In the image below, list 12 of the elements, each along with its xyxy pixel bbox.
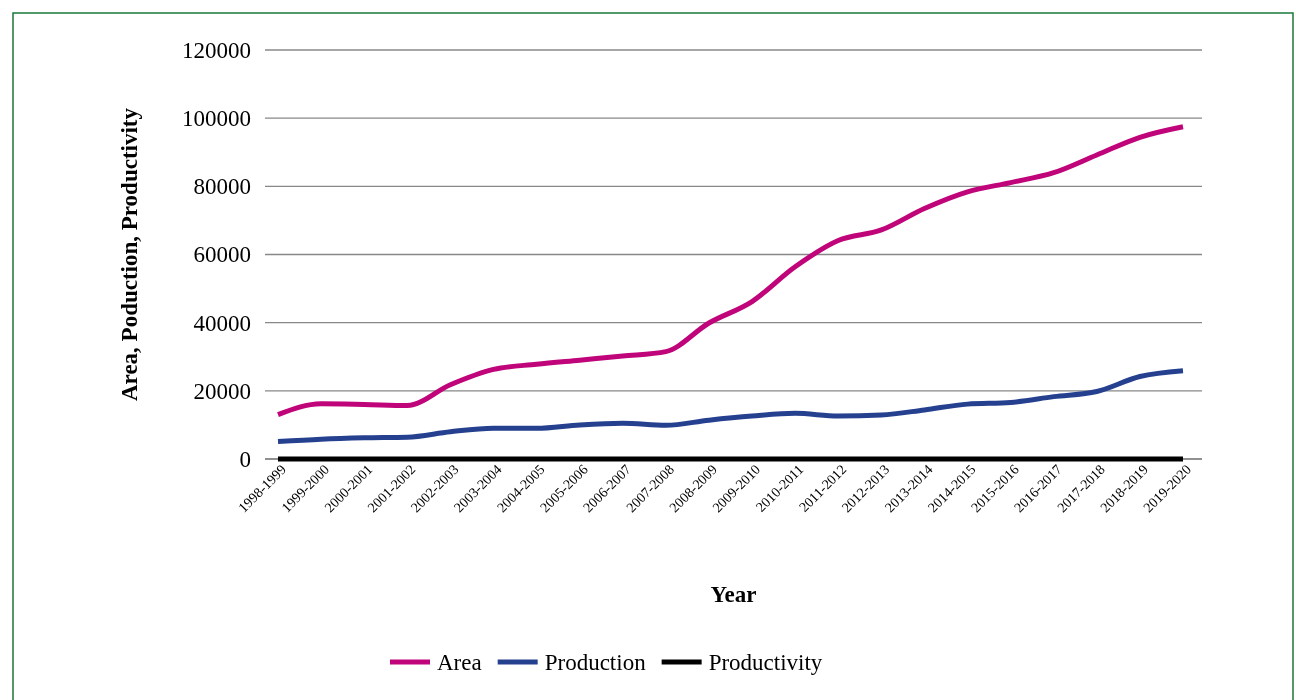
- y-tick-label: 120000: [182, 37, 251, 63]
- y-tick-label: 100000: [182, 106, 251, 132]
- y-tick-label: 60000: [193, 242, 251, 268]
- y-tick-label: 40000: [193, 310, 251, 336]
- legend-label: Production: [544, 650, 647, 675]
- y-tick-label: 0: [239, 446, 251, 472]
- y-axis-title: Area, Poduction, Productivity: [117, 107, 142, 402]
- y-tick-label: 20000: [193, 378, 251, 404]
- x-axis-title: Year: [710, 582, 757, 607]
- legend-label: Productivity: [708, 650, 823, 675]
- y-tick-label: 80000: [193, 174, 251, 200]
- legend-label: Area: [437, 650, 482, 675]
